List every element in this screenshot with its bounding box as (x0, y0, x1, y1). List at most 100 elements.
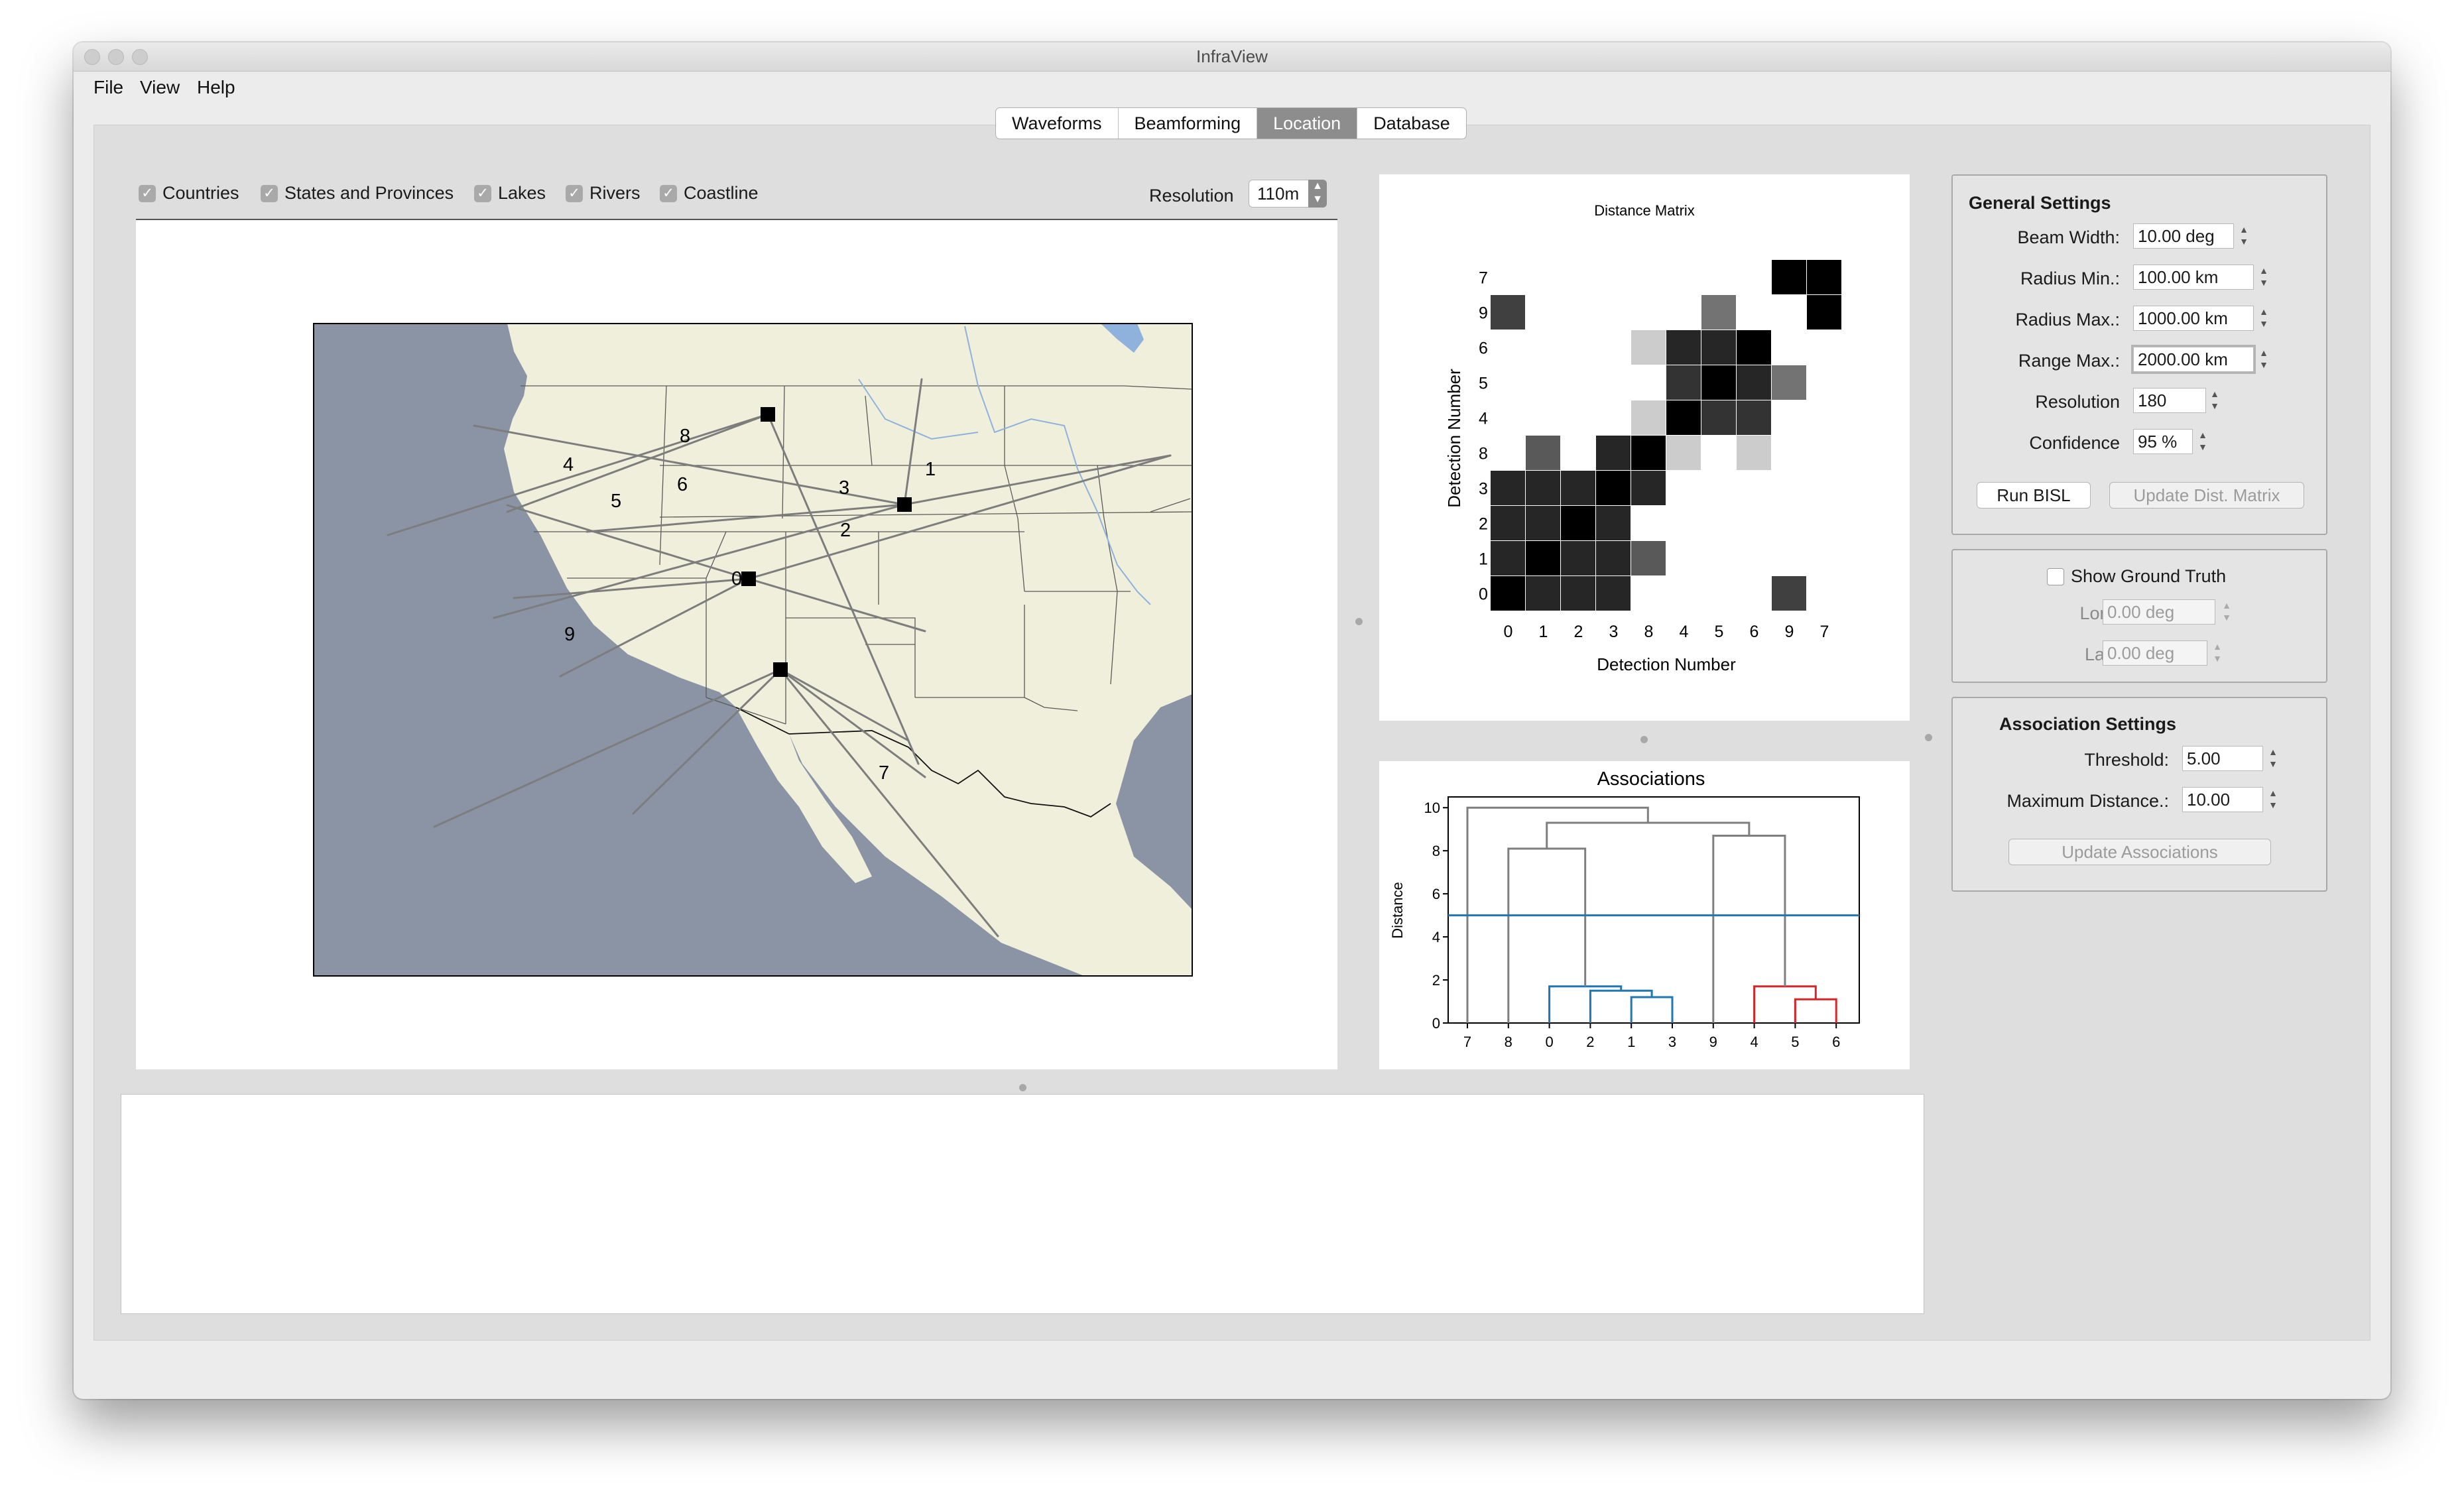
update-dist-matrix-button[interactable]: Update Dist. Matrix (2109, 482, 2304, 509)
stepper-arrows-icon[interactable]: ▲ ▼ (2210, 389, 2219, 411)
stepper-arrows-icon[interactable]: ▲ ▼ (2198, 430, 2207, 452)
menu-file[interactable]: File (93, 77, 124, 97)
detection-label: 6 (677, 474, 688, 495)
map-panel[interactable]: 1 2 3 4 5 6 7 8 9 0 (136, 219, 1337, 1069)
matrix-y-ticks: 0 1 2 3 8 4 5 6 9 7 (1479, 269, 1488, 604)
stepper-arrows-icon[interactable]: ▲ ▼ (2213, 641, 2222, 664)
tab-database[interactable]: Database (1357, 108, 1466, 139)
detection-label: 9 (564, 624, 575, 645)
log-output-panel[interactable] (121, 1094, 1924, 1314)
resolution-select[interactable]: 110m ▲ ▼ (1249, 180, 1327, 208)
stepper-arrows-icon[interactable]: ▲ ▼ (2259, 265, 2268, 288)
radius-max-input[interactable]: 1000.00 km (2133, 306, 2254, 331)
threshold-input[interactable]: 5.00 (2182, 746, 2263, 771)
close-window-button[interactable] (84, 49, 100, 65)
lat-input[interactable]: 0.00 deg (2103, 640, 2207, 666)
range-max-input[interactable]: 2000.00 km (2133, 347, 2254, 372)
matrix-y-tick: 8 (1479, 445, 1488, 463)
matrix-y-tick: 4 (1479, 410, 1488, 428)
matrix-cell (1772, 260, 1806, 294)
ray (779, 668, 926, 778)
matrix-cell (1701, 365, 1736, 400)
map-frame (313, 323, 1193, 977)
ray (559, 577, 750, 678)
matrix-cell (1631, 471, 1666, 505)
stepper-arrows-icon[interactable]: ▲ ▼ (2268, 747, 2278, 769)
matrix-cell (1701, 330, 1736, 365)
menu-help[interactable]: Help (197, 77, 235, 97)
matrix-cell (1491, 471, 1525, 505)
matrix-y-tick: 0 (1479, 585, 1488, 604)
zoom-window-button[interactable] (132, 49, 148, 65)
y-tick-label: 8 (1432, 843, 1440, 859)
stepper-arrows-icon[interactable]: ▲ ▼ (2268, 788, 2278, 810)
radius-min-input[interactable]: 100.00 km (2133, 265, 2254, 290)
matrix-x-tick: 5 (1715, 623, 1724, 641)
matrix-cell (1491, 541, 1525, 575)
x-tick-label: 1 (1627, 1034, 1635, 1050)
menu-view[interactable]: View (140, 77, 180, 97)
resolution-label: Resolution (2035, 392, 2120, 412)
matrix-cell (1737, 365, 1771, 400)
lat-label: Lat: (2084, 644, 2115, 664)
lakes-checkbox[interactable]: ✓ Lakes (474, 183, 546, 204)
general-settings-group: General Settings Beam Width: 10.00 deg ▲… (1951, 174, 2327, 535)
show-ground-truth-checkbox[interactable]: Show Ground Truth (2047, 566, 2226, 587)
menu-bar: File View Help (74, 72, 2390, 105)
radius-min-label: Radius Min.: (2020, 269, 2120, 288)
ray (433, 668, 782, 828)
station-marker (773, 662, 788, 677)
matrix-cell (1807, 260, 1841, 294)
detection-label: 8 (680, 426, 690, 447)
lon-input[interactable]: 0.00 deg (2103, 599, 2215, 625)
states-label: States and Provinces (284, 183, 454, 203)
ray (632, 668, 782, 815)
tab-location[interactable]: Location (1257, 108, 1357, 139)
max-distance-input[interactable]: 10.00 (2182, 787, 2263, 812)
map-canvas[interactable]: 1 2 3 4 5 6 7 8 9 0 (136, 220, 1337, 1071)
matrix-cell (1526, 541, 1560, 575)
splitter-handle[interactable] (1019, 1084, 1026, 1091)
confidence-input[interactable]: 95 % (2133, 429, 2193, 454)
show-ground-truth-label: Show Ground Truth (2071, 566, 2227, 586)
lake (1101, 324, 1144, 353)
rivers-checkbox[interactable]: ✓ Rivers (566, 183, 641, 204)
matrix-cell (1772, 365, 1806, 400)
stepper-arrows-icon[interactable]: ▲ ▼ (2259, 347, 2268, 370)
stepper-arrows-icon[interactable]: ▲ ▼ (2222, 600, 2231, 623)
tab-waveforms[interactable]: Waveforms (1012, 113, 1102, 133)
threshold-label: Threshold: (2084, 750, 2169, 770)
x-tick-label: 8 (1505, 1034, 1512, 1050)
matrix-cell (1631, 400, 1666, 435)
checkmark-icon: ✓ (261, 184, 278, 202)
ray (779, 668, 910, 742)
dendrogram-axes (1448, 796, 1860, 1024)
update-associations-button[interactable]: Update Associations (2008, 839, 2271, 865)
matrix-x-tick: 4 (1680, 623, 1689, 641)
stepper-arrows-icon[interactable]: ▲ ▼ (2259, 306, 2268, 329)
updown-arrows-icon: ▲ ▼ (1308, 180, 1327, 208)
countries-checkbox[interactable]: ✓ Countries (139, 183, 239, 204)
stepper-arrows-icon[interactable]: ▲ ▼ (2239, 224, 2248, 247)
x-tick-label: 6 (1832, 1034, 1840, 1050)
window-title: InfraView (1196, 46, 1268, 66)
ray (585, 503, 906, 533)
matrix-cell (1526, 506, 1560, 540)
matrix-x-tick: 7 (1820, 623, 1829, 641)
splitter-handle[interactable] (1640, 736, 1648, 743)
matrix-cell (1666, 365, 1701, 400)
splitter-handle[interactable] (1925, 734, 1932, 741)
beam-width-input[interactable]: 10.00 deg (2133, 223, 2234, 249)
ray (506, 504, 750, 580)
station-marker (897, 497, 912, 512)
splitter-handle[interactable] (1355, 618, 1363, 625)
detection-label: 3 (839, 477, 849, 499)
run-bisl-button[interactable]: Run BISL (1977, 482, 2091, 509)
matrix-cell (1491, 576, 1525, 611)
coastline-checkbox[interactable]: ✓ Coastline (660, 183, 759, 204)
tab-beamforming[interactable]: Beamforming (1117, 108, 1257, 139)
states-checkbox[interactable]: ✓ States and Provinces (261, 183, 454, 204)
resolution-input[interactable]: 180 (2133, 388, 2206, 413)
minimize-window-button[interactable] (108, 49, 124, 65)
matrix-x-label: Detection Number (1597, 654, 1736, 674)
